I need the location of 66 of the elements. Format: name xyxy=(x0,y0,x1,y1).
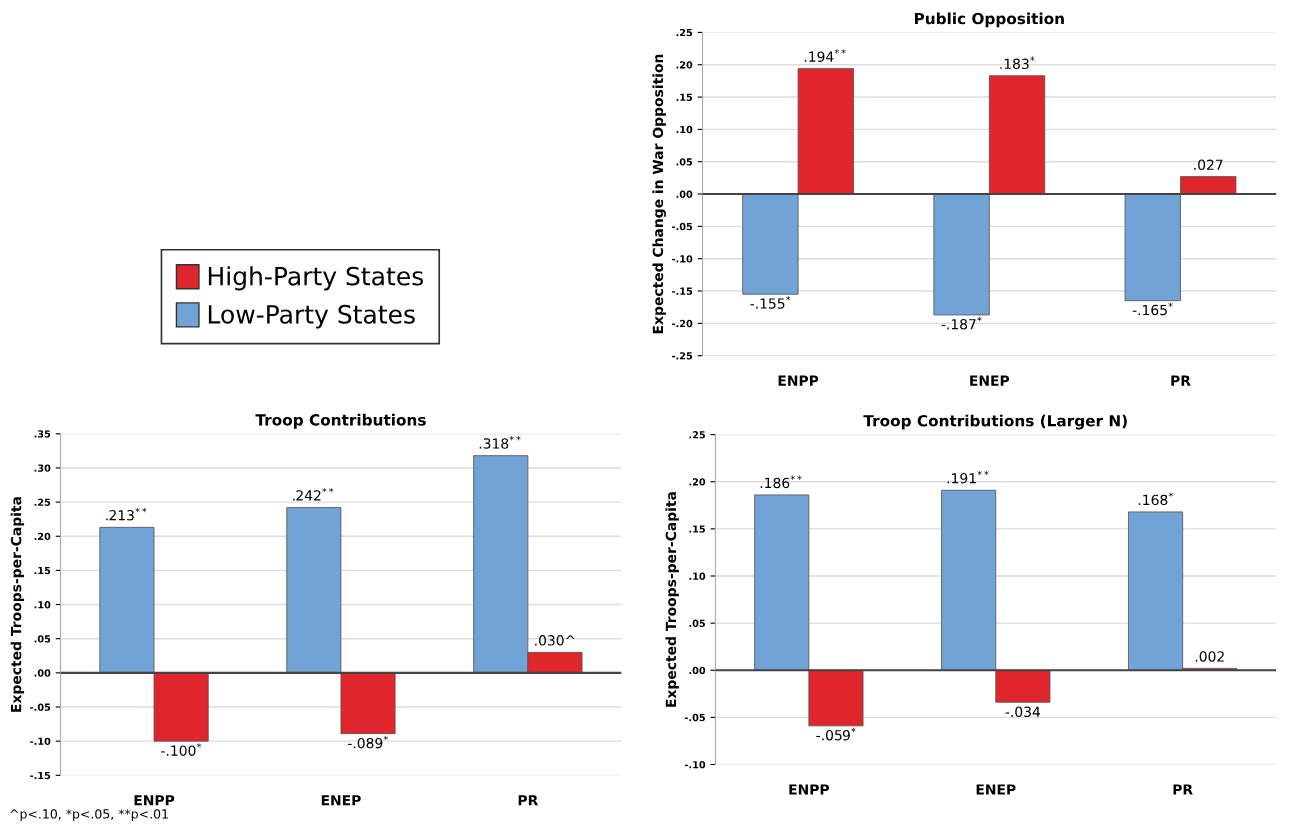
chart-title: Troop Contributions (Larger N) xyxy=(863,414,1127,430)
y-tick-label: .20 xyxy=(34,532,51,541)
y-tick-label: .10 xyxy=(676,125,693,134)
y-tick-label: .10 xyxy=(34,601,51,609)
data-label: .213$^{**}$ xyxy=(106,507,147,521)
chart-title: Public Opposition xyxy=(914,12,1064,28)
y-tick-label: .05 xyxy=(34,635,51,643)
y-tick-label: -.10 xyxy=(30,737,51,745)
data-label: .318$^{**}$ xyxy=(479,436,521,449)
x-tick-label: PR xyxy=(1171,375,1191,386)
data-label: -.187$^{*}$ xyxy=(941,316,982,330)
data-label: -.165$^{*}$ xyxy=(1132,302,1173,316)
y-tick-label: .00 xyxy=(689,666,706,675)
data-label: .183$^{*}$ xyxy=(1000,56,1035,70)
y-tick-label: .05 xyxy=(676,158,693,166)
x-tick-label: ENPP xyxy=(789,784,830,795)
data-label: -.100$^{*}$ xyxy=(161,743,202,756)
x-tick-label: ENPP xyxy=(134,795,175,806)
y-axis-title: Expected Change in War Opposition xyxy=(652,54,666,334)
data-label: .002 xyxy=(1195,651,1224,662)
y-tick-label: .25 xyxy=(689,431,705,439)
x-tick-label: ENEP xyxy=(970,375,1010,386)
y-tick-label: .00 xyxy=(34,669,51,677)
x-tick-label: ENEP xyxy=(976,784,1016,795)
legend-label: Low-Party States xyxy=(208,304,415,329)
data-label: -.089$^{*}$ xyxy=(348,735,388,749)
x-tick-label: PR xyxy=(518,795,538,806)
y-tick-label: -.25 xyxy=(672,352,693,360)
text: ^p<.10, *p<.05, **p<.01 xyxy=(10,809,168,822)
data-label: .168$^{*}$ xyxy=(1138,492,1173,506)
y-tick-label: -.15 xyxy=(30,771,51,780)
y-tick-label: .05 xyxy=(689,619,705,627)
data-label: .027 xyxy=(1194,159,1223,171)
y-tick-label: .25 xyxy=(676,28,693,37)
y-axis-title: Expected Troops-per-Capita xyxy=(665,492,679,707)
y-tick-label: -.05 xyxy=(684,713,705,722)
y-tick-label: -.15 xyxy=(672,287,693,295)
y-tick-label: .15 xyxy=(689,525,705,533)
y-tick-label: .00 xyxy=(676,190,693,198)
y-tick-label: -.05 xyxy=(30,703,51,711)
y-tick-label: .20 xyxy=(676,61,693,69)
data-label: -.059$^{*}$ xyxy=(816,727,856,741)
data-label: .242$^{**}$ xyxy=(293,487,334,501)
y-tick-label: -.10 xyxy=(672,255,693,263)
chart-title: Troop Contributions xyxy=(255,413,426,429)
data-label: .191$^{**}$ xyxy=(947,470,989,484)
y-tick-label: .35 xyxy=(34,430,51,438)
x-tick-label: ENEP xyxy=(321,795,361,806)
y-tick-label: -.20 xyxy=(672,319,693,328)
y-tick-label: -.10 xyxy=(684,761,706,769)
y-tick-label: .15 xyxy=(34,567,51,575)
data-label: -.034 xyxy=(1005,706,1041,718)
y-axis-title: Expected Troops-per-Capita xyxy=(10,497,25,712)
x-tick-label: PR xyxy=(1173,784,1193,795)
y-tick-label: .30 xyxy=(34,464,51,472)
y-tick-label: -.05 xyxy=(672,222,693,231)
legend-label: High-Party States xyxy=(208,266,423,291)
y-tick-label: .15 xyxy=(676,93,693,101)
y-tick-label: .10 xyxy=(689,572,706,580)
x-tick-label: ENPP xyxy=(778,375,819,386)
data-label: .194$^{**}$ xyxy=(804,49,846,62)
data-label: .030^ xyxy=(535,635,575,646)
data-label: .186$^{**}$ xyxy=(760,475,802,489)
y-tick-label: .25 xyxy=(34,498,51,506)
y-tick-label: .20 xyxy=(689,478,706,486)
data-label: -.155$^{*}$ xyxy=(750,296,791,309)
